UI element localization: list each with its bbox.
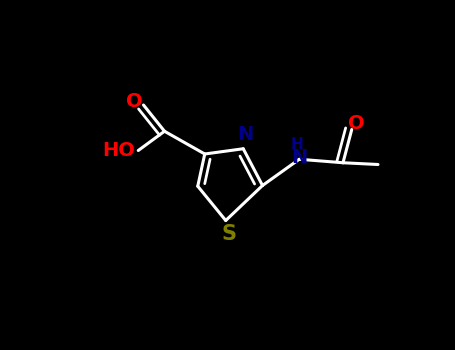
- Text: H: H: [291, 137, 304, 152]
- Text: N: N: [237, 125, 253, 144]
- Text: N: N: [291, 148, 308, 167]
- Text: O: O: [126, 92, 143, 111]
- Text: S: S: [221, 224, 236, 244]
- Text: HO: HO: [102, 141, 136, 160]
- Text: O: O: [348, 114, 364, 133]
